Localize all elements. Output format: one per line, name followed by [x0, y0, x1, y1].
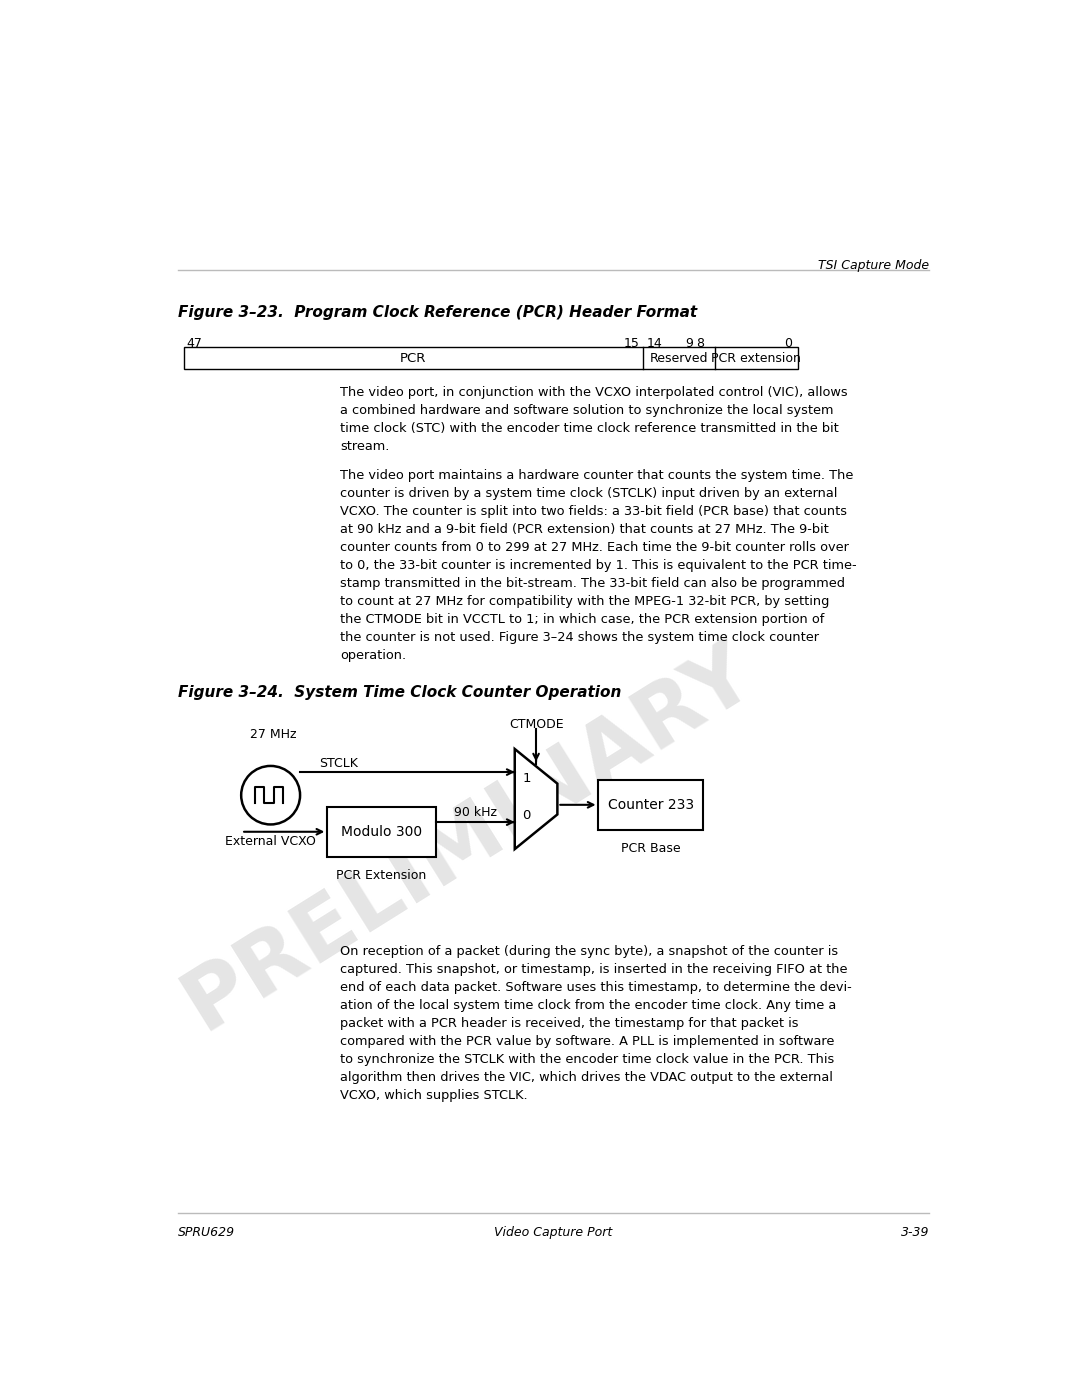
Text: 1: 1: [523, 771, 531, 785]
Bar: [327, 806, 435, 856]
Text: 14: 14: [647, 337, 662, 351]
Text: 3-39: 3-39: [901, 1225, 930, 1239]
Text: Counter 233: Counter 233: [608, 798, 693, 812]
Bar: [598, 780, 703, 830]
Text: 8: 8: [697, 337, 704, 351]
Text: STCLK: STCLK: [320, 757, 359, 770]
Text: PRELIMINARY: PRELIMINARY: [168, 629, 768, 1046]
Text: PCR: PCR: [400, 352, 427, 365]
Text: Reserved: Reserved: [649, 352, 707, 365]
Text: External VCXO: External VCXO: [226, 835, 316, 848]
Text: 47: 47: [186, 337, 202, 351]
Text: CTMODE: CTMODE: [509, 718, 564, 731]
Text: On reception of a packet (during the sync byte), a snapshot of the counter is
ca: On reception of a packet (during the syn…: [340, 946, 852, 1102]
Text: SPRU629: SPRU629: [177, 1225, 234, 1239]
Polygon shape: [515, 749, 557, 849]
Text: TSI Capture Mode: TSI Capture Mode: [819, 258, 930, 271]
Text: PCR Base: PCR Base: [621, 842, 680, 855]
Text: PCR Extension: PCR Extension: [336, 869, 427, 882]
Text: 15: 15: [623, 337, 639, 351]
Text: 0: 0: [784, 337, 793, 351]
Text: 27 MHz: 27 MHz: [249, 728, 296, 742]
Text: The video port maintains a hardware counter that counts the system time. The
cou: The video port maintains a hardware coun…: [340, 469, 858, 662]
Bar: [184, 346, 798, 369]
Text: Figure 3–23.  Program Clock Reference (PCR) Header Format: Figure 3–23. Program Clock Reference (PC…: [177, 305, 697, 320]
Text: Modulo 300: Modulo 300: [341, 824, 422, 838]
Text: 90 kHz: 90 kHz: [454, 806, 497, 819]
Text: Video Capture Port: Video Capture Port: [495, 1225, 612, 1239]
Text: Figure 3–24.  System Time Clock Counter Operation: Figure 3–24. System Time Clock Counter O…: [177, 685, 621, 700]
Text: The video port, in conjunction with the VCXO interpolated control (VIC), allows
: The video port, in conjunction with the …: [340, 387, 848, 453]
Text: 0: 0: [523, 809, 531, 823]
Text: 9: 9: [685, 337, 693, 351]
Text: PCR extension: PCR extension: [712, 352, 801, 365]
